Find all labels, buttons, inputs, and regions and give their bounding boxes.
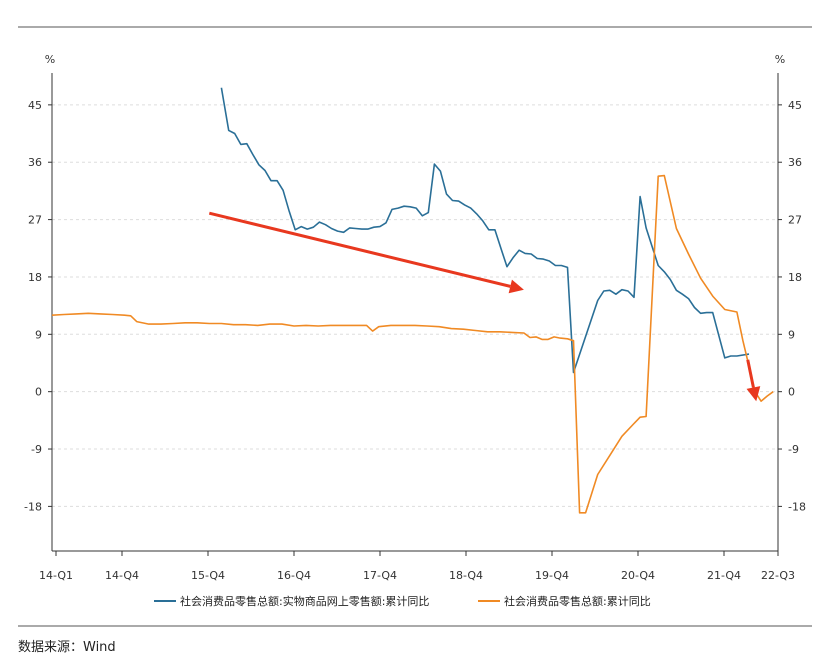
series-line-1 <box>220 87 750 374</box>
y-tick-label-left: -9 <box>31 443 42 456</box>
y-tick-label-right: 36 <box>788 156 802 169</box>
y-tick-label-right: 9 <box>788 328 795 341</box>
y-axis-unit-left: % <box>45 53 55 66</box>
annotation-layer <box>208 211 761 402</box>
annotation-arrow-head <box>746 386 761 402</box>
x-tick-label: 15-Q4 <box>191 569 225 582</box>
y-tick-label-right: 18 <box>788 271 802 284</box>
y-tick-label-right: 27 <box>788 214 802 227</box>
annotation-arrow-shaft <box>746 359 755 388</box>
y-tick-label-right: 45 <box>788 99 802 112</box>
source-note: 数据来源：Wind <box>18 640 116 655</box>
x-tick-label: 17-Q4 <box>363 569 397 582</box>
x-tick-label: 14-Q1 <box>39 569 73 582</box>
y-tick-label-right: -18 <box>788 500 806 513</box>
y-tick-label-left: 18 <box>28 271 42 284</box>
annotation-arrow-shaft <box>208 211 511 288</box>
x-tick-label: 19-Q4 <box>535 569 569 582</box>
x-tick-label: 16-Q4 <box>277 569 311 582</box>
annotation-arrow-head <box>508 279 524 294</box>
y-tick-label-right: -9 <box>788 443 799 456</box>
series-line-2 <box>51 174 774 514</box>
legend: 社会消费品零售总额:实物商品网上零售额:累计同比 社会消费品零售总额:累计同比 <box>154 594 651 608</box>
series-layer <box>51 87 774 514</box>
y-tick-label-left: 27 <box>28 214 42 227</box>
axes: -18 -18 -9 -9 0 0 9 9 18 18 27 27 36 36 45 45% % 14-Q1 14-… <box>24 53 806 582</box>
x-tick-label: 21-Q4 <box>707 569 741 582</box>
x-tick-label: 18-Q4 <box>449 569 483 582</box>
y-tick-label-left: 45 <box>28 99 42 112</box>
x-tick-label: 22-Q3 <box>761 569 795 582</box>
x-tick-label: 14-Q4 <box>105 569 139 582</box>
x-tick-label: 20-Q4 <box>621 569 655 582</box>
y-tick-label-left: 36 <box>28 156 42 169</box>
y-tick-label-left: 9 <box>35 328 42 341</box>
y-tick-label-left: -18 <box>24 500 42 513</box>
y-tick-label-right: 0 <box>788 386 795 399</box>
legend-label: 社会消费品零售总额:累计同比 <box>504 594 651 608</box>
y-tick-label-left: 0 <box>35 386 42 399</box>
y-axis-unit-right: % <box>775 53 785 66</box>
legend-label: 社会消费品零售总额:实物商品网上零售额:累计同比 <box>180 594 429 608</box>
grid <box>52 104 778 507</box>
